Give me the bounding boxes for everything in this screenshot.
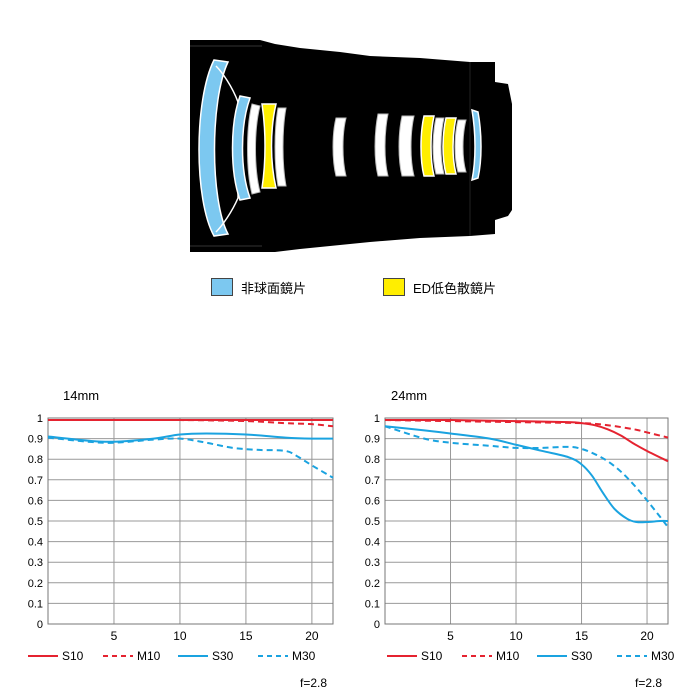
y-tick-label: 0.3 [28,557,43,569]
legend-label-S30: S30 [212,649,234,663]
aperture-note: f=2.8 [300,676,328,690]
y-tick-label: 0.7 [365,475,380,487]
y-tick-label: 0 [37,619,43,631]
aperture-note: f=2.8 [635,676,663,690]
x-tick-label: 20 [305,629,319,643]
glass-element-6 [332,117,347,177]
lens-construction-diagram [0,0,700,300]
legend-label-S10: S10 [62,649,84,663]
series-line-S30 [47,432,334,443]
series-line-M10 [384,419,669,439]
y-tick-label: 0.9 [365,434,380,446]
ed-element-rear-1 [420,115,435,177]
legend-label-M10: M10 [496,649,520,663]
lens-cross-section [190,40,512,252]
y-tick-label: 0.5 [365,516,380,528]
mtf-chart-14mm: 14mm 0 0.1 0.2 0.3 0.4 0.5 0.6 0.7 0.8 0.9 1 5 10 15 2… [0,380,350,700]
x-tick-label: 10 [509,629,523,643]
glass-element-10 [432,117,445,175]
aspherical-element-2 [231,95,251,201]
y-tick-label: 0.4 [28,537,43,549]
glass-element-7 [374,113,389,177]
y-tick-label: 0.5 [28,516,43,528]
chart-title: 24mm [391,388,428,403]
legend-ed-label: ED低色散鏡片 [413,280,497,296]
glass-element-5 [274,107,287,187]
x-tick-label: 15 [575,629,589,643]
x-tick-label: 5 [447,629,454,643]
y-tick-label: 0.8 [28,454,43,466]
y-tick-label: 0.8 [365,454,380,466]
series-line-S10 [384,418,669,463]
legend-ed: ED低色散鏡片 [383,277,496,297]
y-tick-label: 0.3 [365,557,380,569]
y-tick-label: 0.4 [365,537,380,549]
lens-barrel [190,40,512,252]
plot-frame [47,417,334,625]
glass-element-3 [247,103,261,195]
legend-label-M10: M10 [137,649,161,663]
mtf-chart-24mm: 24mm 0 0.1 0.2 0.3 0.4 0.5 0.6 0.7 0.8 0.9 1 5 10 15 2… [337,380,687,700]
series-line-M30 [384,425,669,528]
glass-element-12 [454,119,467,173]
y-tick-label: 0.7 [28,475,43,487]
y-tick-label: 1 [37,413,43,425]
aspherical-element-rear [471,108,482,182]
legend-label-M30: M30 [651,649,675,663]
legend-label-S30: S30 [571,649,593,663]
y-tick-label: 0.6 [365,495,380,507]
aspherical-element-front [198,59,230,237]
y-tick-label: 0 [374,619,380,631]
ed-element-rear-2 [442,117,457,175]
series-line-M30 [47,436,334,479]
ed-swatch [383,278,405,296]
series-line-S30 [384,425,669,524]
y-tick-label: 1 [374,413,380,425]
ed-element-front [261,103,277,189]
legend-label-S10: S10 [421,649,443,663]
x-tick-label: 15 [239,629,253,643]
y-tick-label: 0.1 [28,598,43,610]
y-tick-label: 0.6 [28,495,43,507]
legend-aspherical-label: 非球面鏡片 [241,280,307,296]
glass-element-8 [398,115,415,177]
y-tick-label: 0.2 [28,578,43,590]
y-tick-label: 0.9 [28,434,43,446]
x-tick-label: 5 [111,629,118,643]
y-tick-label: 0.1 [365,598,380,610]
legend-label-M30: M30 [292,649,316,663]
y-tick-label: 0.2 [365,578,380,590]
x-tick-label: 10 [173,629,187,643]
x-tick-label: 20 [640,629,654,643]
legend-aspherical: 非球面鏡片 [211,277,306,297]
series-line-M10 [48,418,334,428]
aspherical-swatch [211,278,233,296]
chart-title: 14mm [63,388,100,403]
